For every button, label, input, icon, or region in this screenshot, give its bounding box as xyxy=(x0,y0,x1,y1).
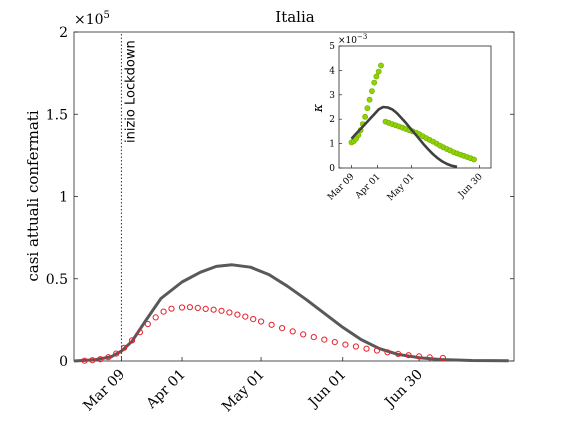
observed-point xyxy=(250,316,257,323)
observed-point xyxy=(321,336,328,343)
kappa-point xyxy=(368,88,375,94)
inset-y-tick-label: 3 xyxy=(329,91,335,101)
observed-point xyxy=(342,341,349,348)
observed-point xyxy=(226,309,233,316)
observed-point xyxy=(268,321,275,328)
inset-y-multiplier: ×10−3 xyxy=(338,33,367,46)
kappa-point xyxy=(371,79,378,86)
observed-point xyxy=(168,305,175,312)
inset-y-tick-label: 5 xyxy=(329,42,335,52)
observed-point xyxy=(242,313,249,320)
inset-x-tick-label: May 01 xyxy=(386,172,417,203)
observed-point xyxy=(113,350,120,357)
y-tick-label: 0 xyxy=(59,354,68,370)
observed-point xyxy=(136,329,143,336)
inset-x-tick-label: Mar 09 xyxy=(326,172,357,203)
inset-y-axis-label: κ xyxy=(311,103,326,113)
kappa-point xyxy=(471,156,477,163)
observed-point xyxy=(258,318,265,325)
inset-y-tick-label: 4 xyxy=(329,66,335,76)
kappa-point xyxy=(375,68,382,75)
kappa-point xyxy=(373,73,380,80)
observed-point xyxy=(426,354,433,361)
inset-y-multiplier-base: ×10 xyxy=(338,36,357,46)
observed-point xyxy=(81,357,88,364)
y-tick-label: 2 xyxy=(59,25,68,41)
kappa-point xyxy=(362,113,368,120)
kappa-point xyxy=(366,96,373,103)
main-y-axis-label: casi attuali confermati xyxy=(24,110,42,281)
kappa-point xyxy=(364,105,371,112)
observed-point xyxy=(97,356,104,363)
lockdown-label: inizio Lockdown xyxy=(123,40,138,143)
observed-point xyxy=(331,339,338,346)
observed-point xyxy=(279,325,286,332)
observed-point xyxy=(160,308,167,315)
kappa-model-curve xyxy=(350,105,458,169)
x-tick-label: Jun 30 xyxy=(381,367,426,412)
observed-point xyxy=(105,354,112,361)
observed-point xyxy=(202,305,209,312)
observed-point xyxy=(89,357,96,364)
main-y-multiplier-exponent: 5 xyxy=(104,10,110,21)
inset-plot-area xyxy=(338,45,492,169)
x-tick-label: Mar 09 xyxy=(80,367,128,415)
model-curve xyxy=(73,263,509,363)
inset-y-tick-label: 2 xyxy=(329,115,335,125)
observed-point xyxy=(373,347,381,354)
observed-point xyxy=(178,304,186,311)
observed-point xyxy=(439,354,446,362)
y-tick-label: 1.5 xyxy=(46,107,68,123)
inset-background xyxy=(339,46,491,168)
observed-point xyxy=(121,344,128,351)
inset-y-tick-label: 1 xyxy=(329,140,335,150)
kappa-point xyxy=(378,62,384,69)
observed-point xyxy=(300,331,307,338)
inset-x-tick-label: Jun 30 xyxy=(456,172,485,201)
x-tick-label: Apr 01 xyxy=(143,367,189,413)
y-tick-label: 1 xyxy=(59,190,68,206)
observed-point xyxy=(416,353,423,360)
main-y-multiplier-base: ×10 xyxy=(74,12,104,28)
observed-point xyxy=(395,350,402,357)
main-chart-title: Italia xyxy=(275,8,314,26)
observed-point xyxy=(218,307,225,314)
observed-point xyxy=(186,304,193,311)
observed-point xyxy=(234,311,241,318)
inset-x-tick-label: Apr 01 xyxy=(353,172,383,202)
observed-point xyxy=(128,337,136,344)
observed-point xyxy=(310,334,317,341)
main-y-multiplier: ×105 xyxy=(74,10,110,28)
observed-point xyxy=(352,343,359,350)
observed-point xyxy=(405,352,412,359)
x-tick-label: May 01 xyxy=(219,367,268,416)
observed-point xyxy=(152,314,159,321)
observed-point xyxy=(144,320,151,328)
observed-point xyxy=(194,304,201,311)
x-tick-label: Jun 01 xyxy=(304,367,349,412)
observed-point xyxy=(384,349,391,356)
inset-y-tick-label: 0 xyxy=(329,164,335,174)
y-tick-label: 0.5 xyxy=(46,272,68,288)
observed-point xyxy=(210,306,217,313)
inset-y-multiplier-exponent: −3 xyxy=(357,33,367,41)
observed-point xyxy=(289,328,296,335)
observed-point xyxy=(363,345,370,352)
